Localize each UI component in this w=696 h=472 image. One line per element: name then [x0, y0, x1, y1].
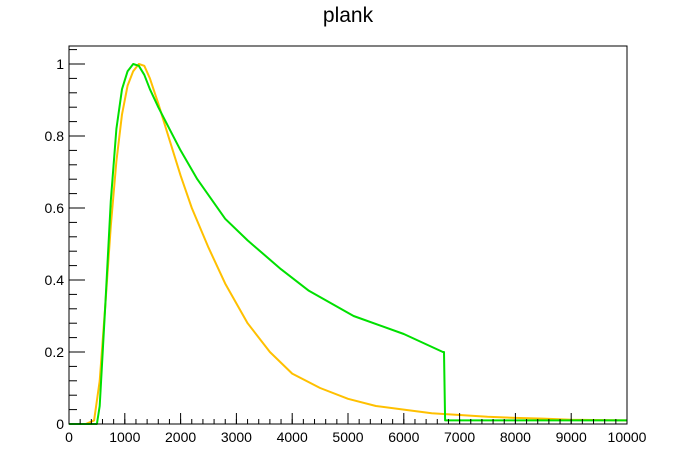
x-tick-label: 2000	[165, 429, 196, 445]
x-tick-label: 8000	[500, 429, 531, 445]
y-tick-label: 0.8	[45, 128, 65, 144]
x-tick-label: 9000	[556, 429, 587, 445]
x-tick-label: 10000	[608, 429, 647, 445]
y-tick-label: 0.6	[45, 200, 65, 216]
x-tick-label: 7000	[444, 429, 475, 445]
y-tick-label: 0.4	[45, 272, 65, 288]
x-tick-label: 4000	[277, 429, 308, 445]
x-tick-label: 0	[65, 429, 73, 445]
y-tick-label: 0.2	[45, 344, 65, 360]
y-tick-label: 1	[56, 56, 64, 72]
x-tick-label: 5000	[332, 429, 363, 445]
series-line-2	[69, 63, 627, 425]
axis-layer: 0 1000 2000 3000 4000 5000 6000 7000 8000 9000 100…	[45, 49, 647, 445]
x-tick-label: 6000	[388, 429, 419, 445]
series-layer	[69, 63, 628, 425]
x-tick-label: 1000	[109, 429, 140, 445]
series-line-1	[69, 63, 628, 425]
x-tick-label: 3000	[221, 429, 252, 445]
chart-title: plank	[323, 4, 374, 27]
y-tick-label: 0	[56, 416, 64, 432]
